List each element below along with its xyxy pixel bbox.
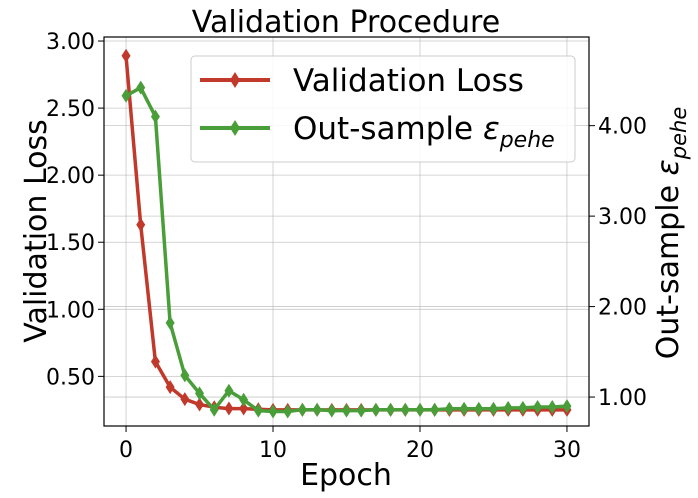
data-point-out-sample bbox=[283, 404, 293, 419]
x-tick-label: 30 bbox=[553, 438, 581, 463]
data-point-out-sample bbox=[312, 402, 322, 417]
x-tick-label: 0 bbox=[119, 438, 133, 463]
y-tick-label-left: 2.00 bbox=[46, 164, 95, 189]
data-point-out-sample bbox=[165, 315, 175, 330]
legend-label-out-sample-subscript: pehe bbox=[499, 128, 555, 153]
data-point-validation-loss bbox=[136, 217, 146, 232]
data-point-out-sample bbox=[533, 400, 543, 415]
y-axis-title-right: Out-sample εpehe bbox=[651, 107, 691, 360]
data-point-out-sample bbox=[253, 403, 263, 418]
data-point-validation-loss bbox=[239, 401, 249, 416]
legend-marker-out-sample bbox=[230, 120, 240, 136]
y-tick-label-left: 1.50 bbox=[46, 231, 95, 256]
y-tick-label-right: 4.00 bbox=[598, 115, 647, 140]
data-point-out-sample bbox=[356, 403, 366, 418]
chart-title: Validation Procedure bbox=[192, 5, 500, 40]
legend-marker-validation-loss bbox=[230, 72, 240, 88]
ticks: 0 10 20 30 0.50 1.00 1.50 2.00 2.50 3.00 1.00 2.00 3… bbox=[46, 30, 647, 463]
legend-label-out-sample-prefix: Out-sample bbox=[293, 111, 483, 147]
data-point-out-sample bbox=[459, 401, 469, 416]
data-point-out-sample bbox=[386, 402, 396, 417]
data-point-out-sample bbox=[209, 402, 219, 417]
data-point-out-sample bbox=[444, 401, 454, 416]
data-point-validation-loss bbox=[121, 48, 131, 63]
x-tick-label: 10 bbox=[259, 438, 287, 463]
legend-label-validation-loss: Validation Loss bbox=[293, 63, 524, 99]
data-point-out-sample bbox=[150, 109, 160, 124]
data-point-out-sample bbox=[430, 402, 440, 417]
y-axis-title-right-prefix: Out-sample bbox=[651, 175, 686, 359]
y-tick-label-left: 3.00 bbox=[46, 30, 95, 55]
x-axis-title: Epoch bbox=[300, 458, 392, 493]
data-point-validation-loss bbox=[180, 392, 190, 407]
legend-box bbox=[190, 55, 576, 163]
data-point-out-sample bbox=[327, 403, 337, 418]
data-point-out-sample bbox=[180, 368, 190, 383]
data-point-validation-loss bbox=[195, 397, 205, 412]
y-tick-label-left: 2.50 bbox=[46, 97, 95, 122]
y-axis-title-left: Validation Loss bbox=[19, 119, 54, 342]
data-point-out-sample bbox=[547, 400, 557, 415]
legend-label-out-sample-symbol: ε bbox=[483, 111, 500, 147]
y-axis-title-right-subscript: pehe bbox=[667, 107, 691, 160]
data-point-out-sample bbox=[136, 80, 146, 95]
data-point-out-sample bbox=[518, 400, 528, 415]
data-point-out-sample bbox=[297, 402, 307, 417]
data-point-out-sample bbox=[195, 386, 205, 401]
x-tick-label: 20 bbox=[406, 438, 434, 463]
y-tick-label-right: 1.00 bbox=[598, 386, 647, 411]
data-point-out-sample bbox=[371, 402, 381, 417]
data-point-validation-loss bbox=[224, 401, 234, 416]
data-point-out-sample bbox=[415, 402, 425, 417]
data-point-out-sample bbox=[488, 401, 498, 416]
y-tick-label-left: 0.50 bbox=[46, 365, 95, 390]
y-tick-label-right: 3.00 bbox=[598, 205, 647, 230]
data-point-out-sample bbox=[239, 392, 249, 407]
data-point-out-sample bbox=[342, 403, 351, 418]
data-point-out-sample bbox=[562, 399, 572, 414]
legend: Validation Loss Out-sample εpehe bbox=[190, 55, 576, 163]
y-axis-title-right-symbol: ε bbox=[651, 159, 686, 175]
data-point-out-sample bbox=[400, 402, 410, 417]
y-tick-label-right: 2.00 bbox=[598, 296, 647, 321]
series-layer bbox=[121, 48, 572, 419]
y-tick-label-left: 1.00 bbox=[46, 298, 95, 323]
data-point-out-sample bbox=[268, 404, 278, 419]
data-point-validation-loss bbox=[150, 354, 160, 369]
data-point-out-sample bbox=[224, 383, 234, 398]
data-point-out-sample bbox=[121, 88, 131, 103]
data-point-out-sample bbox=[474, 401, 484, 416]
plot-frame bbox=[103, 36, 590, 427]
data-point-validation-loss bbox=[165, 380, 175, 395]
data-point-out-sample bbox=[503, 400, 513, 415]
legend-label-out-sample: Out-sample εpehe bbox=[293, 111, 555, 153]
